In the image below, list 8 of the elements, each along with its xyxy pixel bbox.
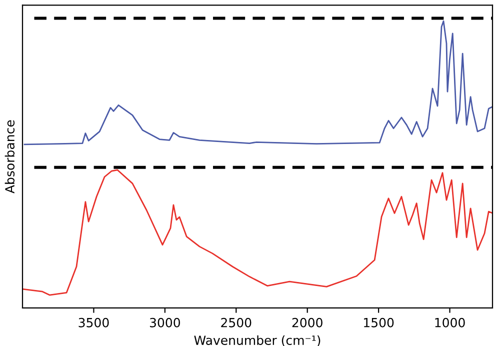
x-axis-title: Wavenumber (cm⁻¹): [194, 335, 320, 346]
x-tick-label: 1000: [435, 318, 465, 328]
x-tick-label: 2000: [292, 318, 322, 328]
x-tick-label: 1500: [364, 318, 394, 328]
y-axis-title: Absorbance: [4, 120, 15, 194]
x-tick-label: 3000: [150, 318, 180, 328]
x-tick-label: 2500: [221, 318, 252, 328]
x-tick-label: 3500: [78, 318, 109, 328]
